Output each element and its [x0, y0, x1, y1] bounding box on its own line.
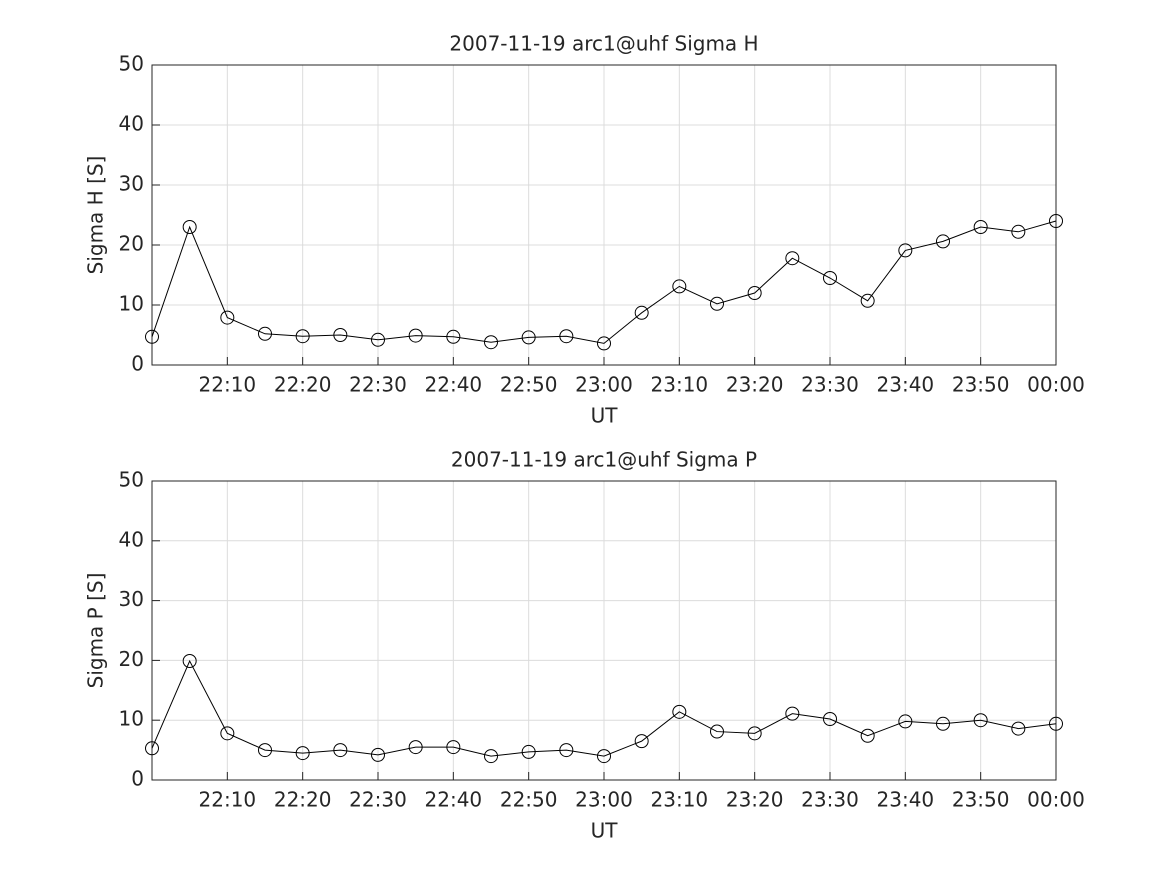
y-tick-label: 20: [119, 647, 144, 671]
chart-title: 2007-11-19 arc1@uhf Sigma H: [449, 32, 758, 56]
data-point: [936, 716, 950, 731]
data-point: [371, 332, 385, 347]
data-point: [408, 328, 423, 343]
data-point: [295, 746, 310, 761]
x-tick-label: 23:50: [952, 373, 1010, 397]
data-point: [823, 271, 837, 285]
data-point: [484, 749, 498, 764]
x-axis-label: UT: [591, 404, 619, 428]
data-point: [823, 712, 837, 727]
data-point: [333, 328, 348, 342]
data-point: [484, 335, 498, 350]
data-point: [860, 728, 875, 743]
data-point: [1049, 214, 1063, 228]
x-axis-label: UT: [591, 819, 619, 843]
data-point: [145, 329, 159, 344]
x-tick-label: 23:30: [801, 373, 859, 397]
x-tick-label: 22:10: [199, 373, 257, 397]
y-tick-label: 40: [119, 527, 144, 551]
x-tick-label: 22:30: [349, 373, 407, 397]
x-tick-label: 22:20: [274, 788, 332, 812]
x-tick-label: 23:00: [575, 373, 633, 397]
x-tick-label: 00:00: [1027, 373, 1085, 397]
data-point: [747, 286, 762, 300]
data-point: [1049, 716, 1063, 731]
data-point: [860, 293, 875, 308]
axes-box: [151, 480, 1057, 781]
x-tick-label: 23:00: [575, 788, 633, 812]
x-tick-label: 23:20: [726, 373, 784, 397]
x-tick-label: 23:50: [952, 788, 1010, 812]
x-tick-label: 22:50: [500, 373, 558, 397]
y-tick-label: 0: [131, 767, 144, 791]
y-axis-label: Sigma P [S]: [84, 573, 108, 689]
data-point: [258, 743, 272, 758]
y-tick-label: 10: [119, 292, 144, 316]
y-tick-label: 50: [119, 468, 144, 492]
x-tick-label: 00:00: [1027, 788, 1085, 812]
data-point: [220, 726, 235, 741]
data-point: [559, 329, 574, 344]
data-point: [182, 653, 197, 668]
data-point: [634, 305, 649, 320]
x-tick-label: 23:40: [877, 788, 935, 812]
y-tick-label: 30: [119, 587, 144, 611]
data-point: [521, 330, 536, 345]
y-tick-label: 20: [119, 232, 144, 256]
data-point: [1011, 721, 1026, 736]
data-point: [973, 713, 988, 728]
data-point: [446, 329, 461, 344]
data-point: [597, 336, 611, 351]
data-point: [597, 749, 611, 764]
y-tick-label: 30: [119, 172, 144, 196]
data-point: [182, 220, 197, 234]
x-tick-label: 22:40: [425, 373, 483, 397]
data-point: [220, 310, 235, 325]
x-tick-label: 23:40: [877, 373, 935, 397]
data-point: [446, 740, 461, 755]
data-point: [634, 734, 649, 749]
data-point: [710, 724, 724, 739]
data-point: [898, 714, 913, 729]
x-tick-label: 23:10: [651, 788, 709, 812]
data-point: [145, 741, 159, 756]
data-point: [898, 243, 913, 258]
data-point: [1011, 224, 1026, 239]
data-point: [747, 726, 762, 741]
data-point: [785, 706, 800, 721]
data-line: [151, 220, 1057, 344]
x-tick-label: 22:50: [500, 788, 558, 812]
data-point: [672, 279, 687, 294]
x-tick-label: 23:10: [651, 373, 709, 397]
y-tick-label: 40: [119, 112, 144, 136]
data-point: [710, 296, 724, 311]
data-point: [559, 743, 574, 758]
data-point: [936, 234, 950, 249]
data-point: [258, 326, 272, 341]
data-point: [333, 743, 348, 758]
x-tick-label: 23:30: [801, 788, 859, 812]
x-tick-label: 23:20: [726, 788, 784, 812]
y-tick-label: 10: [119, 707, 144, 731]
data-point: [973, 220, 988, 234]
y-axis-label: Sigma H [S]: [84, 156, 108, 275]
y-tick-label: 0: [131, 352, 144, 376]
y-tick-label: 50: [119, 52, 144, 76]
data-point: [295, 329, 310, 344]
data-point: [672, 704, 687, 719]
chart-title: 2007-11-19 arc1@uhf Sigma P: [451, 448, 757, 472]
data-point: [785, 251, 800, 266]
data-point: [371, 747, 385, 762]
x-tick-label: 22:30: [349, 788, 407, 812]
data-line: [151, 659, 1057, 757]
x-tick-label: 22:20: [274, 373, 332, 397]
x-tick-label: 22:40: [425, 788, 483, 812]
x-tick-label: 22:10: [199, 788, 257, 812]
data-point: [521, 744, 536, 759]
data-point: [408, 740, 423, 755]
